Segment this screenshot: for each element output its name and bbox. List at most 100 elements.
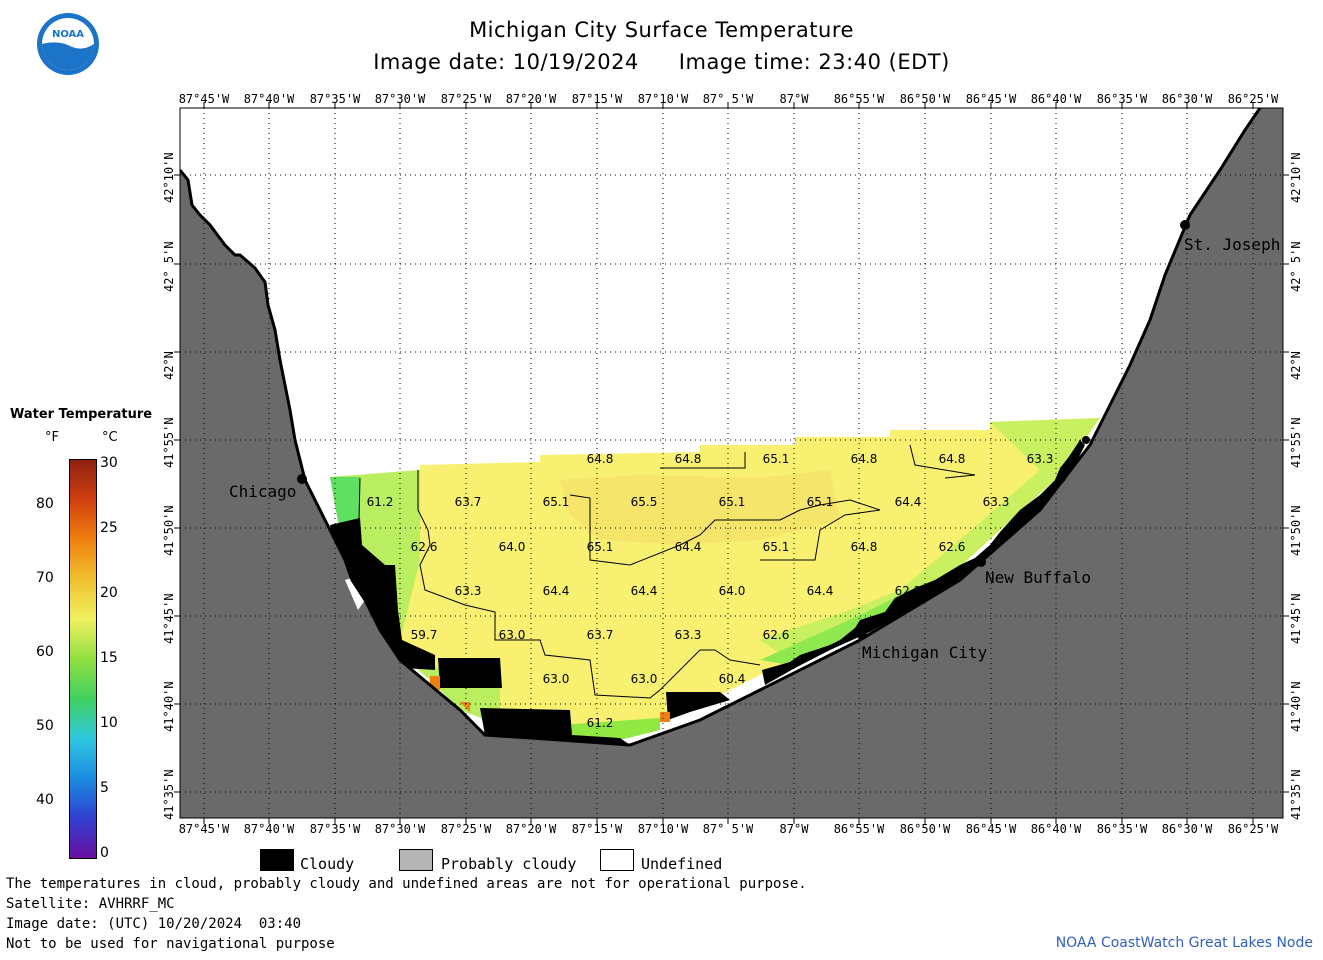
longitude-label: 87°20'W <box>505 92 557 106</box>
utc-date-text: Image date: (UTC) 10/20/2024 03:40 <box>6 916 302 932</box>
temperature-value: 61.2 <box>367 495 394 509</box>
latitude-label: 42°10'N <box>162 152 176 203</box>
longitude-label: 87°35'W <box>309 92 361 106</box>
temperature-value: 62.2 <box>895 584 922 598</box>
map-border <box>179 107 1284 819</box>
temperature-value: 65.5 <box>631 495 658 509</box>
legend-unit-c: °C <box>102 430 118 445</box>
celsius-tick-label: 25 <box>100 520 118 536</box>
temperature-value: 62.6 <box>411 540 438 554</box>
temperature-value: 63.3 <box>455 584 482 598</box>
longitude-label: 87°35'W <box>309 822 361 836</box>
temperature-value: 61.2 <box>587 716 614 730</box>
temperature-value: 65.1 <box>763 452 790 466</box>
longitude-label: 87°10'W <box>637 92 689 106</box>
temperature-value: 63.0 <box>499 628 526 642</box>
longitude-label: 86°30'W <box>1161 92 1213 106</box>
michigan-city-marker <box>857 630 867 640</box>
temperature-value: 60.4 <box>719 672 746 686</box>
longitude-label: 86°50'W <box>899 92 951 106</box>
longitude-label: 87°30'W <box>374 92 426 106</box>
longitude-label: 87°40'W <box>243 822 295 836</box>
image-date-line: Image date: 10/19/2024 Image time: 23:40 … <box>0 50 1323 74</box>
celsius-tick-label: 0 <box>100 845 109 861</box>
latitude-label: 41°45'N <box>162 593 176 644</box>
temperature-value: 63.7 <box>587 628 614 642</box>
temperature-value: 64.8 <box>675 452 702 466</box>
image-date: Image date: 10/19/2024 <box>373 50 639 74</box>
probably-cloudy-label: Probably cloudy <box>441 855 577 873</box>
temperature-value: 64.4 <box>895 495 922 509</box>
water-cool-east <box>760 418 1100 660</box>
latitude-label: 42° 5'N <box>1289 241 1303 292</box>
lake-marker <box>1082 436 1090 444</box>
latitude-label: 41°40'N <box>162 681 176 732</box>
new-buffalo-label: New Buffalo <box>985 568 1091 587</box>
graticule <box>180 108 1283 818</box>
temperature-value: 65.1 <box>587 540 614 554</box>
latitude-label: 42° 5'N <box>162 241 176 292</box>
temperature-value: 64.4 <box>807 584 834 598</box>
city-markers: Chicago St. Joseph New Buffalo Michigan … <box>229 220 1280 662</box>
longitude-label: 86°50'W <box>899 822 951 836</box>
fahrenheit-tick-label: 70 <box>36 570 54 586</box>
longitude-label: 87°W <box>779 822 809 836</box>
longitude-label: 86°35'W <box>1096 822 1148 836</box>
temperature-value: 65.1 <box>807 495 834 509</box>
color-bar <box>69 459 97 859</box>
celsius-tick-label: 5 <box>100 780 109 796</box>
temperature-value: 64.8 <box>851 452 878 466</box>
longitude-label: 87°15'W <box>571 92 623 106</box>
latitude-label: 41°35'N <box>162 769 176 820</box>
undefined-region <box>345 578 365 610</box>
longitude-label: 87°15'W <box>571 822 623 836</box>
temperature-value: 65.1 <box>719 495 746 509</box>
st-joseph-marker <box>1180 220 1190 230</box>
temperature-value: 63.3 <box>983 495 1010 509</box>
latitude-label: 41°50'N <box>1289 505 1303 556</box>
longitude-label: 87°W <box>779 92 809 106</box>
new-buffalo-marker <box>976 557 986 567</box>
legend-unit-f: °F <box>45 430 59 445</box>
image-time: Image time: 23:40 (EDT) <box>678 50 950 74</box>
longitude-label: 86°55'W <box>833 92 885 106</box>
longitude-label: 87°10'W <box>637 822 689 836</box>
latitude-label: 42°N <box>1289 351 1303 380</box>
latitude-label: 41°55'N <box>1289 417 1303 468</box>
longitude-label: 86°35'W <box>1096 92 1148 106</box>
longitude-label: 86°40'W <box>1030 92 1082 106</box>
longitude-label: 86°25'W <box>1227 92 1279 106</box>
disclaimer-text: The temperatures in cloud, probably clou… <box>6 876 807 892</box>
temperature-value: 64.0 <box>499 540 526 554</box>
longitude-label: 87°25'W <box>440 822 492 836</box>
michigan-city-label: Michigan City <box>862 643 988 662</box>
longitude-label: 86°30'W <box>1161 822 1213 836</box>
undefined-swatch <box>600 849 634 871</box>
shoreline <box>180 108 1262 747</box>
temperature-value: 64.8 <box>587 452 614 466</box>
fahrenheit-tick-label: 40 <box>36 792 54 808</box>
cloudy-label: Cloudy <box>300 855 355 873</box>
temperature-value: 62.6 <box>763 628 790 642</box>
satellite-text: Satellite: AVHRRF_MC <box>6 896 175 912</box>
latitude-label: 41°45'N <box>1289 593 1303 644</box>
temperature-value: 63.7 <box>455 495 482 509</box>
legend-title: Water Temperature <box>10 407 153 422</box>
land-west <box>180 108 1283 818</box>
temperature-labels: 64.8 64.8 65.1 64.8 64.8 63.3 61.2 63.7 65.1 65.5… <box>367 452 1054 730</box>
longitude-label: 87°45'W <box>178 92 230 106</box>
longitude-label: 87°30'W <box>374 822 426 836</box>
temperature-value: 62.6 <box>939 540 966 554</box>
temperature-value: 59.7 <box>411 628 438 642</box>
navigation-warning: Not to be used for navigational purpose <box>6 936 335 952</box>
temperature-value: 64.4 <box>675 540 702 554</box>
fahrenheit-tick-label: 80 <box>36 496 54 512</box>
latitude-label: 42°10'N <box>1289 152 1303 203</box>
chicago-marker <box>297 474 307 484</box>
longitude-label: 86°45'W <box>965 822 1017 836</box>
noaa-logo: NOAA <box>36 12 100 76</box>
longitude-label: 86°25'W <box>1227 822 1279 836</box>
latitude-label: 41°35'N <box>1289 769 1303 820</box>
longitude-label: 86°55'W <box>833 822 885 836</box>
